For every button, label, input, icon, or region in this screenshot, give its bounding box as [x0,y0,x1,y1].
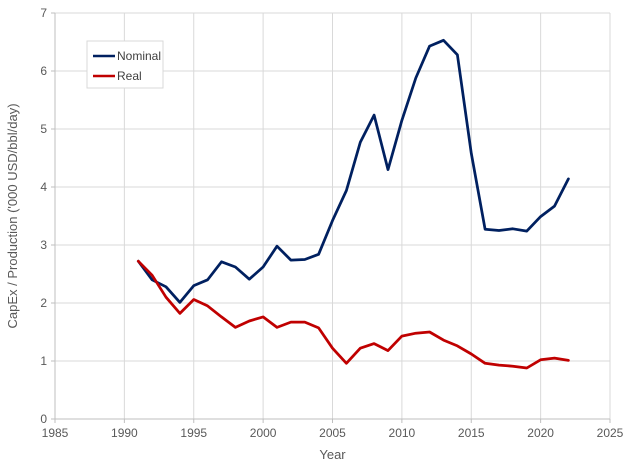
y-tick-label: 7 [40,6,47,20]
y-tick-label: 3 [40,238,47,252]
axes [54,13,610,420]
x-tick-label: 2020 [527,426,554,440]
x-tick-label: 1985 [42,426,69,440]
x-tick-label: 2000 [250,426,277,440]
y-axis-title: CapEx / Production ('000 USD/bbl/day) [5,103,20,328]
legend-label-nominal: Nominal [117,49,161,63]
series-line-nominal [136,38,570,304]
x-tick-label: 1995 [180,426,207,440]
y-tick-label: 1 [40,354,47,368]
x-tick-label: 1990 [111,426,138,440]
x-axis-title: Year [319,447,346,462]
legend-box [86,40,164,89]
tick-labels: 0 1 2 3 4 5 6 7 1985 1990 1995 2000 2005 2010 2015 2020… [40,6,623,440]
legend: Nominal Real [86,40,164,89]
legend-label-real: Real [117,69,142,83]
x-tick-label: 2005 [319,426,346,440]
y-tick-label: 5 [40,122,47,136]
x-tick-label: 2015 [458,426,485,440]
y-tick-label: 4 [40,180,47,194]
y-tick-label: 6 [40,64,47,78]
series-line-real [136,259,570,370]
series [136,38,570,370]
x-tick-label: 2010 [389,426,416,440]
y-tick-label: 2 [40,296,47,310]
x-tick-label: 2025 [597,426,624,440]
y-tick-label: 0 [40,412,47,426]
